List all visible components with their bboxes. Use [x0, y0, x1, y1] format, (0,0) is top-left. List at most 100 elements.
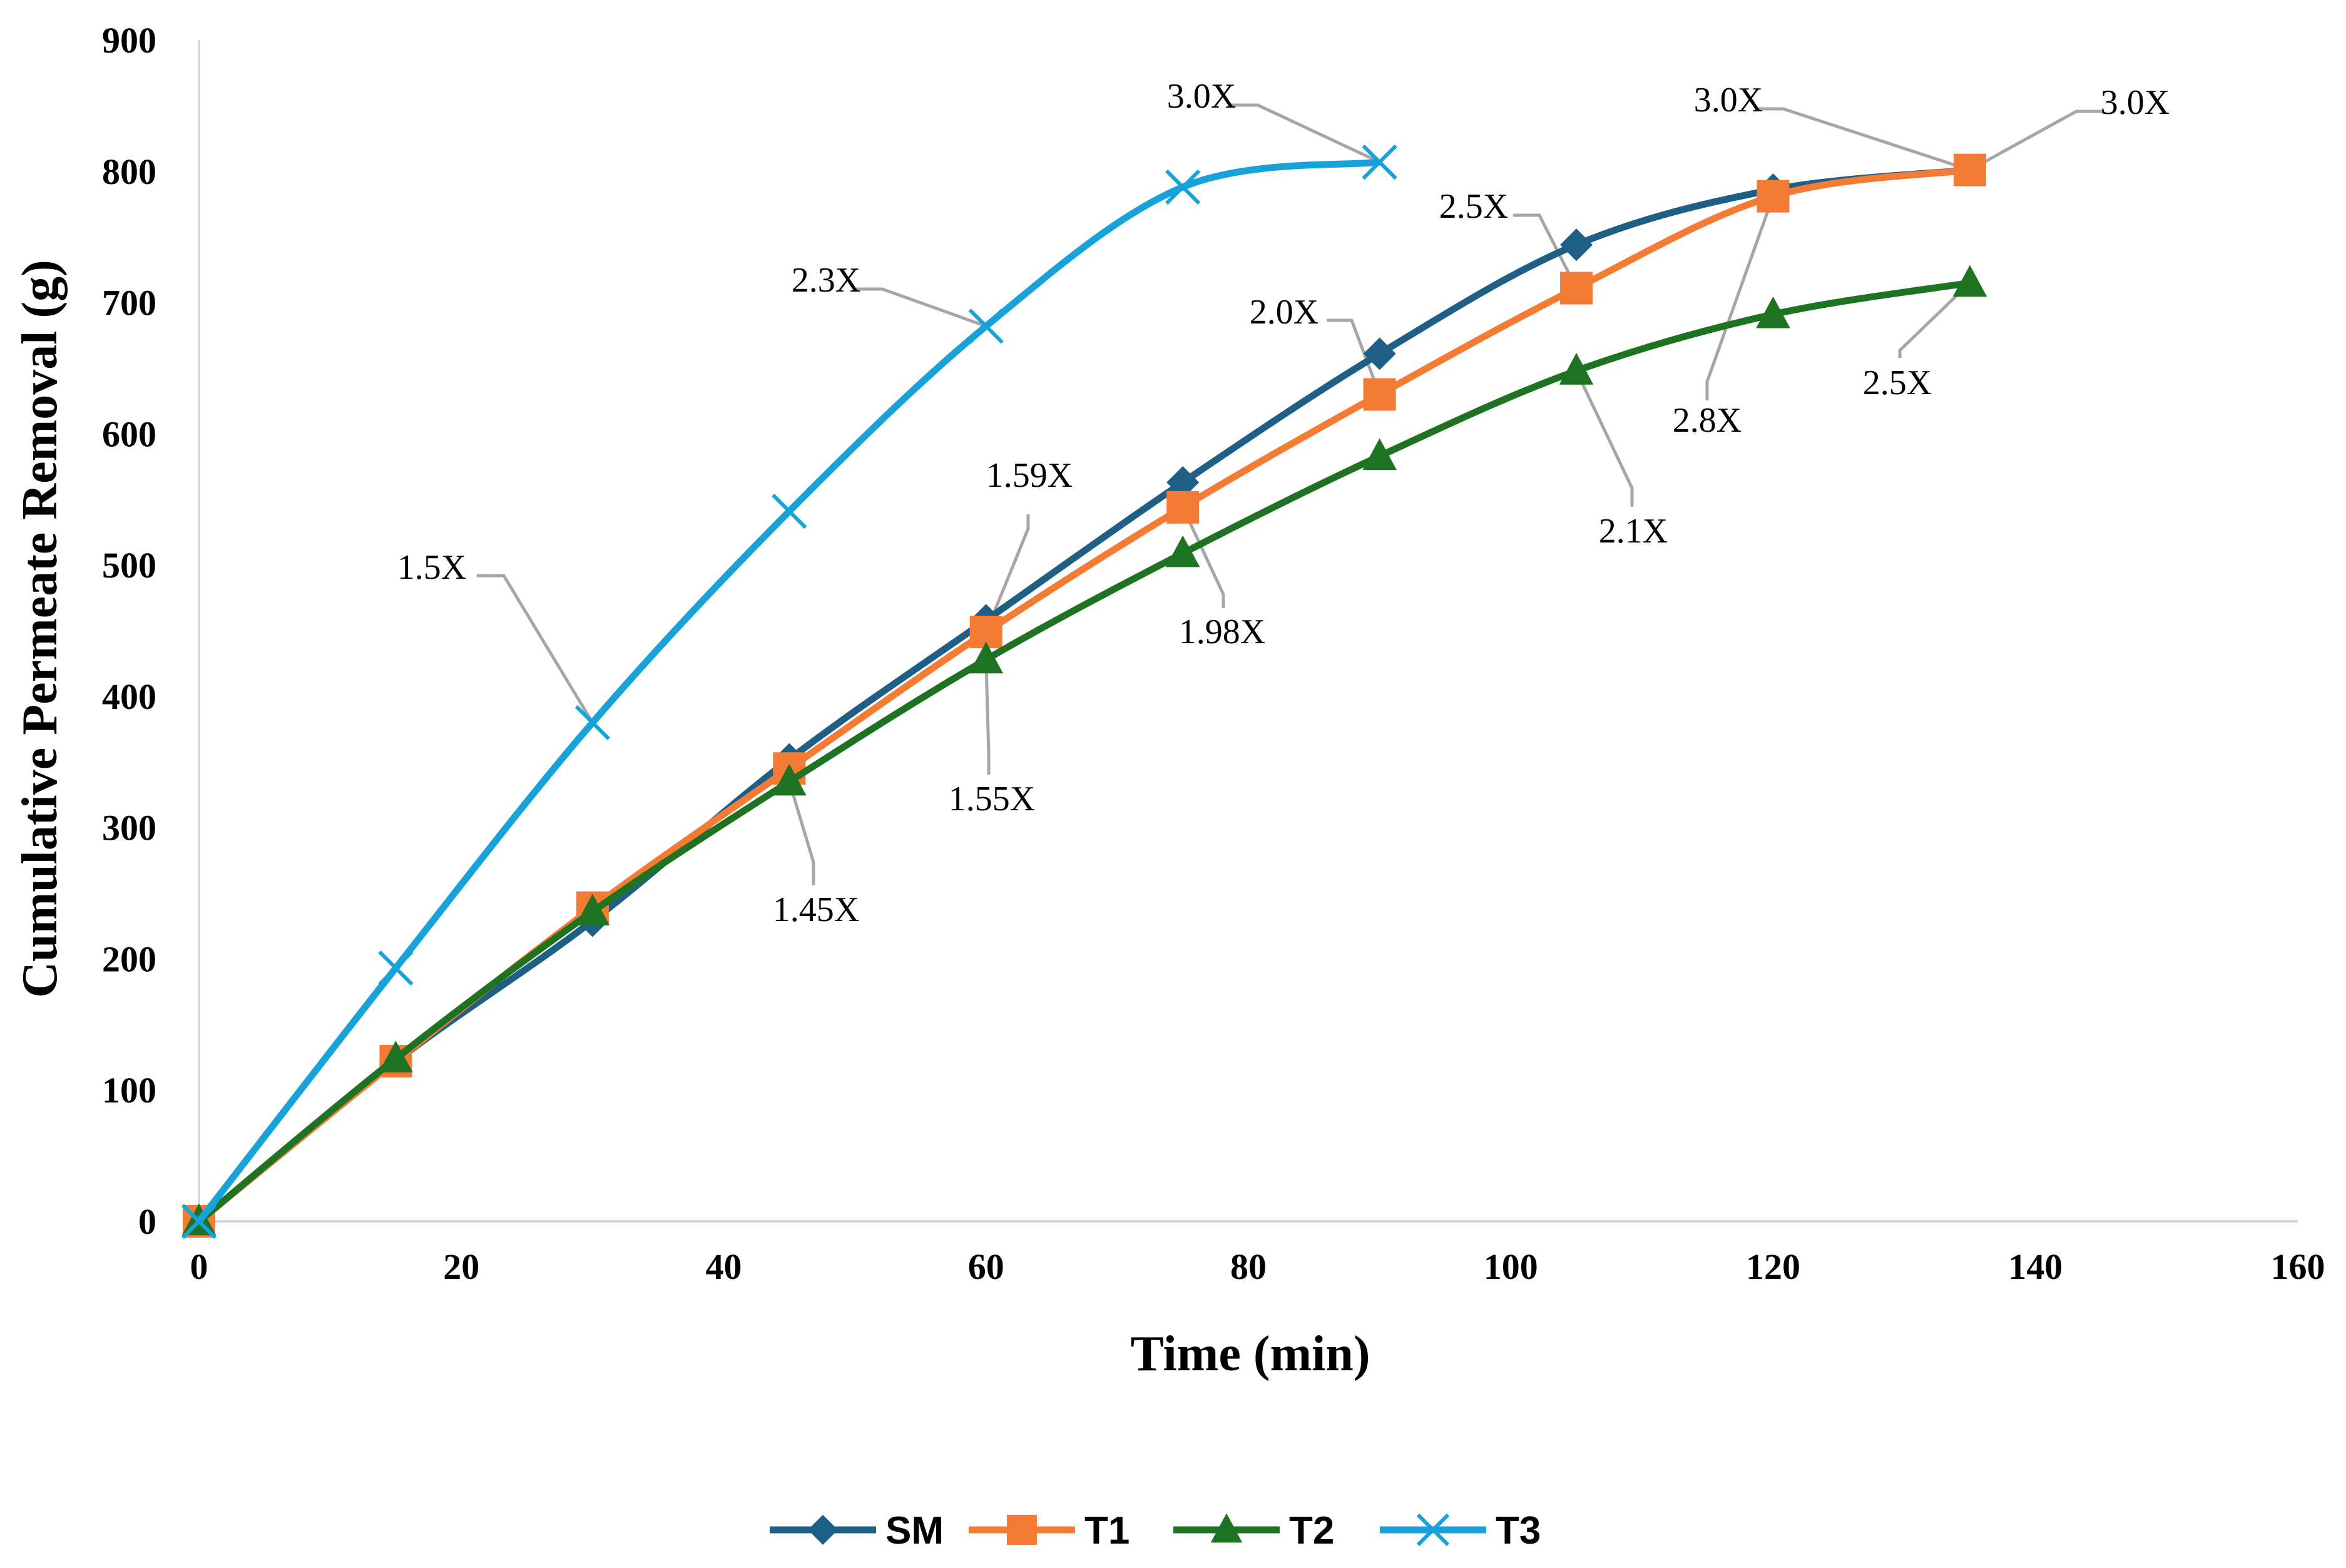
x-marker-stroke: [181, 1203, 217, 1240]
annotation-label: 2.1X: [1599, 512, 1668, 551]
data-point-T3: [968, 308, 1004, 344]
annotation-leader: [1327, 318, 1381, 395]
annotation-label: 3.0X: [1694, 81, 1763, 120]
data-point-T1: [1757, 180, 1790, 213]
x-tick-label: 100: [1484, 1246, 1538, 1287]
legend: SM T1 T2 T3: [770, 1509, 1541, 1552]
legend-label: T2: [1289, 1509, 1334, 1552]
legend-marker: [1416, 1513, 1450, 1547]
legend-marker: [1210, 1513, 1243, 1543]
series-line-SM: [196, 166, 1971, 1224]
y-tick-label: 800: [102, 151, 156, 192]
y-tick-label: 700: [102, 283, 156, 323]
x-tick-label: 20: [443, 1246, 479, 1287]
annotation-label: 1.45X: [773, 890, 859, 929]
y-tick-label: 0: [138, 1201, 156, 1242]
x-tick-label: 0: [190, 1246, 208, 1287]
annotation-label: 2.8X: [1673, 401, 1742, 440]
annotation-leader: [984, 659, 991, 775]
data-point-SM: [1560, 228, 1593, 262]
annotation-label: 2.3X: [792, 261, 860, 300]
data-point-T3: [1362, 144, 1397, 180]
data-point-T2: [969, 641, 1004, 674]
x-tick-label: 80: [1230, 1246, 1267, 1287]
x-tick-label: 40: [706, 1246, 742, 1287]
data-point-T2: [1952, 265, 1987, 297]
annotation-label: 1.55X: [949, 780, 1035, 818]
x-tick-label: 120: [1746, 1246, 1800, 1287]
annotation-label: 2.5X: [1439, 187, 1508, 226]
x-marker-stroke: [1362, 144, 1397, 180]
legend-item-T2: T2: [1173, 1509, 1334, 1552]
data-point-T1: [1953, 153, 1986, 186]
data-point-T3: [772, 493, 807, 529]
annotation-label: 2.5X: [1863, 364, 1932, 402]
y-tick-label: 300: [102, 808, 156, 848]
annotation-leader: [856, 287, 987, 328]
data-point-T3: [181, 1203, 217, 1240]
annotation-label: 3.0X: [2101, 83, 2170, 122]
annotation-leader: [1969, 109, 2104, 171]
data-point-T2: [1559, 353, 1594, 385]
series-T1: [183, 153, 1986, 1238]
annotation-leader: [1898, 282, 1971, 358]
annotations: 1.5X 2.3X 3.0X 1.45X 1.55X 1.59X 1.98X 2.0X 2.1X…: [397, 77, 2170, 929]
y-tick-label: 600: [102, 414, 156, 454]
axes: 0 100 200 300 400 500 600 700 800 900 0 20 40 60 80 100…: [102, 20, 2325, 1287]
legend-item-T3: T3: [1380, 1509, 1541, 1552]
data-point-T1: [1560, 272, 1593, 305]
x-tick-label: 60: [968, 1246, 1004, 1287]
x-marker-stroke: [1165, 169, 1201, 205]
data-point-SM: [1166, 466, 1200, 499]
annotation-label: 1.59X: [986, 456, 1073, 495]
annotation-leader: [1705, 195, 1775, 400]
data-point-T1: [1166, 491, 1200, 524]
annotation-leader: [477, 574, 594, 724]
x-marker-stroke: [1416, 1513, 1450, 1547]
y-axis-title: Cumulative Permeate Removal (g): [13, 260, 68, 998]
series-line-T3: [196, 158, 1380, 1224]
data-point-T3: [1165, 169, 1201, 205]
data-point-T2: [379, 1041, 413, 1072]
data-point-T2: [1165, 535, 1200, 568]
annotation-leader: [984, 514, 1030, 633]
legend-item-T1: T1: [969, 1509, 1130, 1552]
y-tick-label: 900: [102, 20, 156, 61]
legend-marker: [1007, 1515, 1037, 1545]
x-tick-label: 140: [2008, 1246, 2063, 1287]
y-tick-label: 200: [102, 939, 156, 979]
x-axis-title: Time (min): [1131, 1326, 1370, 1382]
annotation-label: 1.98X: [1179, 613, 1265, 651]
annotation-label: 1.5X: [397, 548, 466, 587]
x-marker-stroke: [378, 950, 414, 986]
annotation-leader: [1574, 370, 1634, 507]
y-tick-label: 400: [102, 676, 156, 717]
series-T3: [181, 144, 1397, 1240]
data-point-T2: [575, 893, 610, 926]
series-layer: [181, 144, 1987, 1240]
data-point-T3: [574, 705, 610, 740]
x-marker-stroke: [968, 308, 1004, 344]
annotation-leader: [1181, 506, 1225, 608]
annotation-label: 3.0X: [1167, 77, 1236, 116]
y-tick-label: 100: [102, 1070, 156, 1111]
legend-label: T3: [1496, 1509, 1541, 1552]
data-point-T1: [1363, 378, 1396, 411]
x-marker-stroke: [772, 493, 807, 529]
series-line-T2: [196, 279, 1971, 1224]
annotation-leader: [1513, 213, 1578, 289]
legend-label: SM: [885, 1509, 944, 1552]
annotation-leader: [787, 781, 815, 885]
legend-label: T1: [1084, 1509, 1130, 1552]
data-point-T2: [772, 763, 807, 796]
data-point-SM: [1363, 337, 1396, 370]
y-tick-label: 500: [102, 545, 156, 586]
data-point-T2: [1362, 438, 1397, 471]
annotation-leader: [1230, 103, 1380, 164]
annotation-leader: [1755, 107, 1971, 172]
data-point-T2: [1756, 296, 1790, 328]
data-point-T3: [378, 950, 414, 986]
x-tick-label: 160: [2271, 1246, 2325, 1287]
annotation-label: 2.0X: [1250, 293, 1318, 332]
